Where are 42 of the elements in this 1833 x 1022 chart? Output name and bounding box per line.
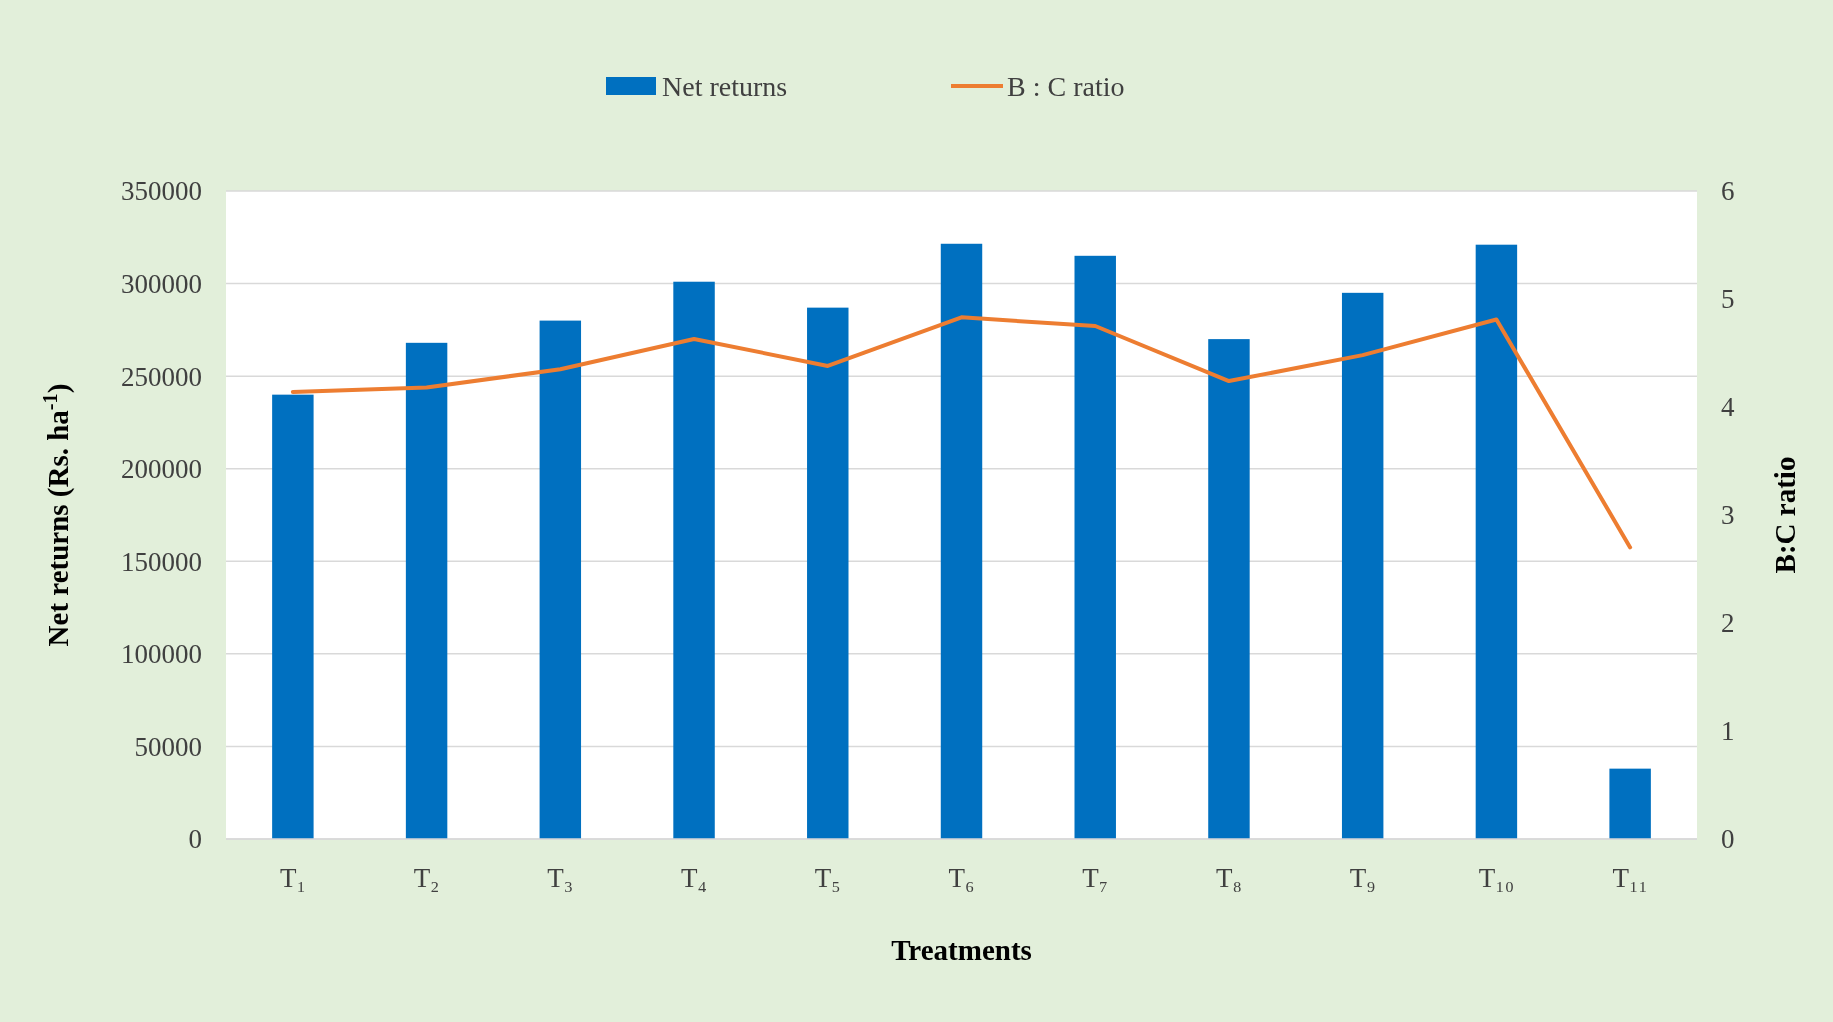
bar	[1341, 292, 1384, 839]
x-axis-title: Treatments	[891, 934, 1032, 966]
y-tick-label: 100000	[121, 639, 202, 670]
line-series	[290, 315, 1633, 550]
y-tick-label: 150000	[121, 546, 202, 577]
bar	[1609, 768, 1651, 839]
y2-tick-label: 0	[1721, 824, 1735, 855]
bar	[405, 342, 448, 839]
y-tick-label: 0	[188, 824, 202, 855]
bar	[807, 307, 849, 839]
x-tick-label: T₇	[1082, 863, 1109, 893]
x-tick-label: T₁	[279, 863, 306, 893]
x-tick-label: T₄	[681, 863, 707, 893]
x-tick-label: T₉	[1349, 863, 1376, 893]
y2-tick-label: 2	[1721, 608, 1735, 639]
y2-tick-label: 4	[1721, 392, 1735, 423]
x-tick-label: T₅	[814, 863, 841, 893]
legend-label: B : C ratio	[1007, 70, 1125, 102]
y-tick-label: 200000	[121, 454, 202, 485]
bar	[940, 243, 983, 839]
y2-tick-label: 5	[1721, 284, 1735, 315]
y2-tick-label: 3	[1721, 500, 1735, 531]
y2-tick-label: 1	[1721, 716, 1735, 747]
bar	[1475, 244, 1518, 839]
y2-axis-title: B:C ratio	[1769, 456, 1801, 574]
x-tick-label: T₁₁	[1612, 863, 1648, 893]
x-tick-label: T₈	[1216, 863, 1242, 893]
bar	[539, 320, 582, 839]
y-tick-label: 350000	[121, 176, 202, 207]
y-tick-label: 250000	[121, 361, 202, 392]
x-tick-label: T₁₀	[1478, 863, 1515, 893]
x-tick-label: T₃	[547, 863, 574, 893]
bar	[272, 394, 314, 839]
legend-label: Net returns	[662, 70, 788, 102]
x-tick-label: T₆	[948, 863, 975, 893]
x-tick-label: T₂	[413, 863, 440, 893]
y2-tick-label: 6	[1721, 176, 1735, 207]
y-tick-label: 300000	[121, 269, 202, 300]
bar	[1208, 339, 1250, 839]
bar	[1074, 255, 1116, 839]
y-tick-label: 50000	[134, 731, 202, 762]
bar	[673, 281, 715, 839]
